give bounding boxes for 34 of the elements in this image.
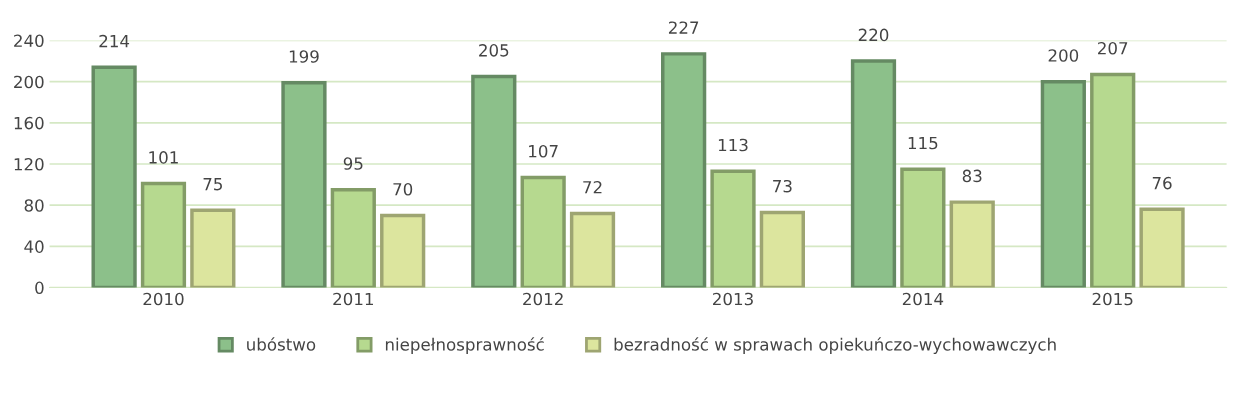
y-tick-label: 0 — [35, 281, 44, 295]
x-tick-label: 2015 — [1092, 292, 1133, 306]
x-tick-label: 2010 — [143, 292, 184, 306]
data-label: 113 — [718, 138, 748, 152]
data-label: 220 — [858, 28, 889, 42]
y-tick-label: 120 — [14, 157, 44, 171]
y-tick-label: 80 — [24, 199, 44, 212]
data-label: 214 — [99, 34, 130, 48]
legend-label: niepełnosprawność — [385, 337, 544, 354]
y-tick-label: 240 — [14, 34, 44, 48]
y-tick-label: 160 — [14, 116, 44, 130]
data-label: 76 — [1152, 176, 1172, 190]
x-tick-label: 2013 — [713, 292, 753, 306]
y-tick-label: 40 — [24, 240, 44, 253]
y-tick-label: 200 — [14, 75, 44, 89]
data-label: 200 — [1048, 49, 1079, 62]
x-tick-label: 2011 — [333, 292, 373, 306]
data-label: 207 — [1098, 41, 1128, 55]
data-label: 205 — [479, 44, 509, 57]
data-label: 101 — [149, 151, 178, 164]
data-label: 115 — [908, 136, 938, 150]
data-label: 83 — [962, 169, 982, 183]
data-label: 70 — [393, 182, 413, 196]
legend-label: bezradność w sprawach opiekuńczo-wychowawczych — [614, 337, 1056, 354]
data-label: 72 — [583, 180, 602, 194]
data-label: 73 — [773, 179, 792, 193]
legend-label: ubóstwo — [247, 337, 316, 351]
x-tick-label: 2012 — [523, 292, 563, 306]
data-label: 95 — [343, 157, 363, 170]
data-label: 199 — [289, 50, 319, 63]
data-label: 75 — [203, 178, 222, 191]
x-tick-label: 2014 — [902, 292, 944, 306]
data-label: 227 — [668, 21, 699, 34]
data-label: 107 — [529, 144, 558, 158]
